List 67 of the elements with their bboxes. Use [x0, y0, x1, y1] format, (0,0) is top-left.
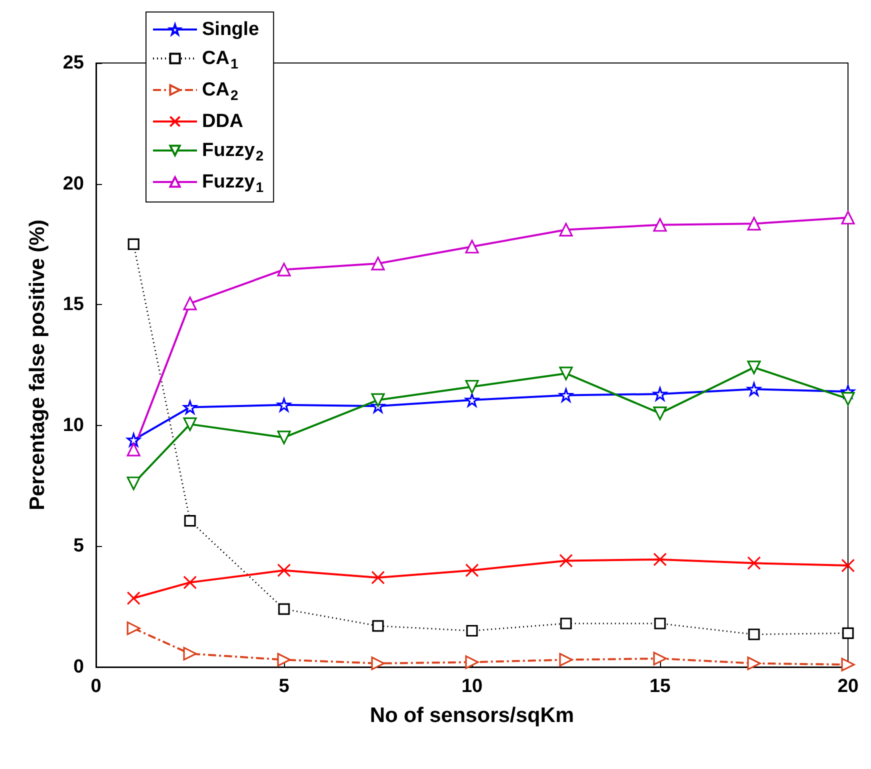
point	[747, 216, 761, 230]
point	[560, 618, 572, 630]
x-tick-label: 10	[461, 676, 483, 697]
point	[371, 570, 385, 584]
point	[747, 382, 761, 396]
point	[465, 655, 479, 669]
y-tick-label: 15	[62, 294, 84, 316]
point	[559, 554, 573, 568]
point	[126, 622, 140, 636]
point	[842, 627, 854, 639]
point	[653, 387, 667, 401]
point	[748, 628, 760, 640]
point	[559, 388, 573, 402]
point	[126, 433, 140, 447]
point	[653, 218, 667, 232]
point	[183, 296, 197, 310]
point	[653, 652, 667, 666]
x-tick-label: 15	[649, 676, 671, 697]
y-tick-label: 10	[62, 414, 84, 436]
point	[654, 618, 666, 630]
point	[277, 262, 291, 276]
point	[126, 442, 140, 456]
point	[183, 417, 197, 431]
point	[747, 556, 761, 570]
point	[371, 656, 385, 670]
y-axis-title: Percentage false positive (%)	[26, 220, 49, 510]
point	[183, 646, 197, 661]
x-axis-title: No of sensors/sqKm	[370, 704, 574, 727]
y-tick-label: 0	[73, 656, 84, 678]
y-tick-label: 5	[73, 536, 84, 557]
x-tick-label: 20	[837, 676, 859, 697]
point	[277, 564, 291, 578]
point	[465, 393, 479, 407]
y-tick-label: 20	[62, 173, 84, 194]
point	[747, 360, 761, 374]
point	[184, 515, 196, 527]
point	[126, 591, 140, 605]
point	[128, 238, 140, 250]
point	[653, 552, 667, 566]
point	[466, 624, 478, 637]
point	[747, 656, 761, 670]
point	[841, 658, 855, 672]
point	[183, 400, 197, 414]
x-tick-label: 0	[90, 676, 102, 697]
point	[183, 576, 197, 590]
point	[653, 406, 667, 420]
point	[465, 564, 479, 578]
point	[126, 476, 140, 490]
point	[465, 380, 479, 394]
point	[277, 430, 291, 444]
point	[465, 240, 479, 254]
point	[278, 603, 290, 615]
point	[372, 620, 384, 632]
legend-label: DDA	[202, 111, 244, 132]
point	[277, 398, 291, 412]
point	[277, 652, 291, 667]
point	[841, 558, 855, 572]
point	[371, 256, 385, 270]
y-tick-label: 25	[62, 52, 84, 74]
x-tick-label: 5	[278, 676, 290, 697]
point	[559, 366, 573, 380]
point	[371, 393, 385, 407]
point	[841, 392, 855, 406]
point	[559, 652, 573, 667]
point	[559, 222, 573, 237]
legend-label: Single	[202, 19, 260, 40]
point	[841, 210, 855, 224]
